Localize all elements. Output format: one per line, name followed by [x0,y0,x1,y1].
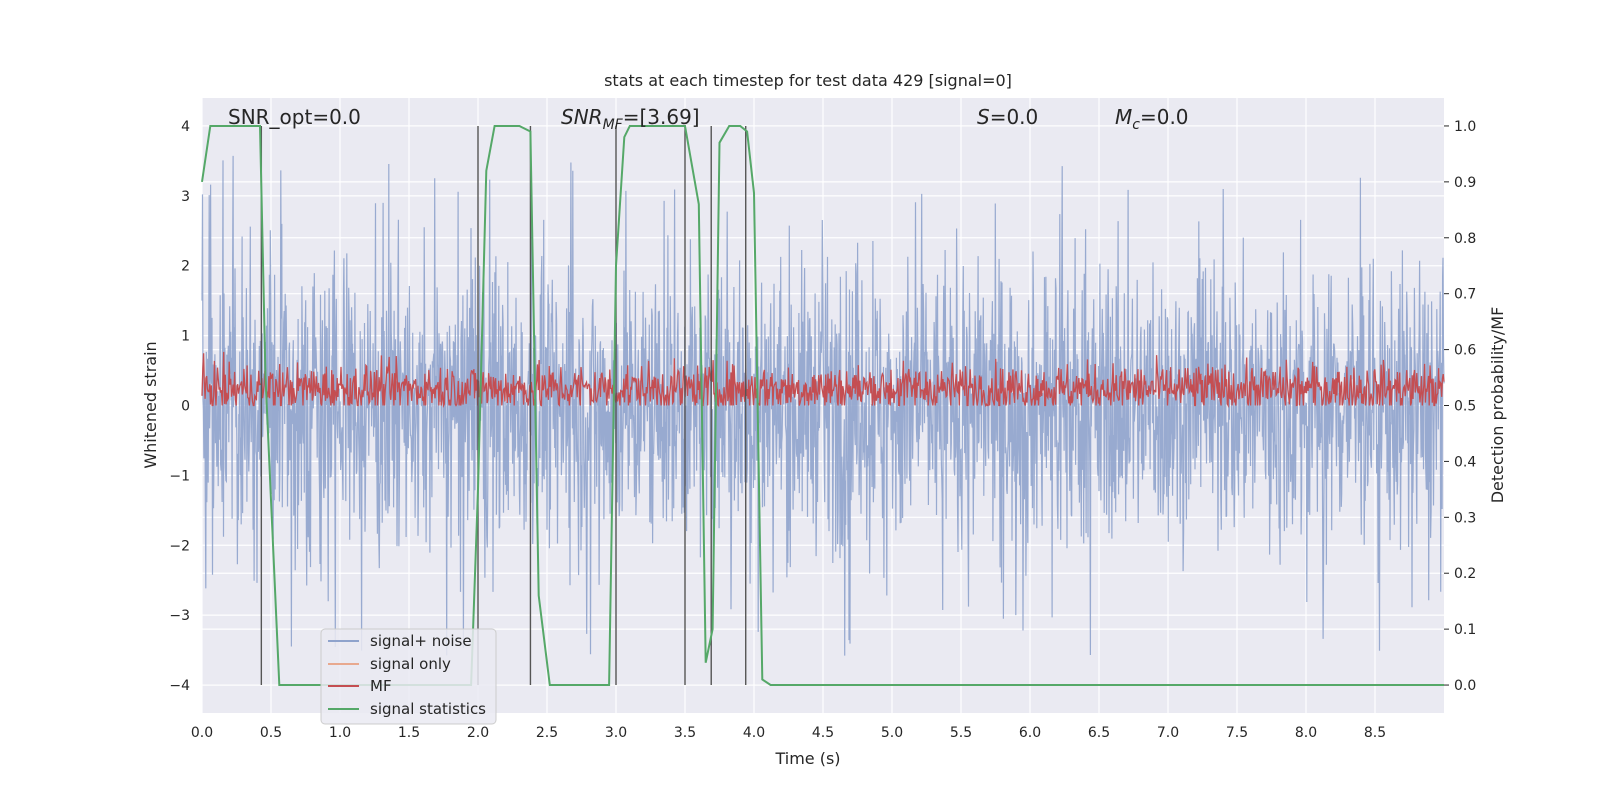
x-tick-label: 7.5 [1226,725,1248,741]
signal-plus-noise-line [201,155,1445,656]
mc-main: M [1115,105,1132,129]
x-tick-label: 4.5 [812,725,834,741]
s-main: S [977,105,990,129]
x-tick-label: 5.0 [881,725,903,741]
y-right-tick-label: 0.3 [1454,510,1476,526]
y-right-tick-label: 0.7 [1454,287,1476,303]
y-tick-label: 2 [181,259,190,275]
snr-mf-main: SNR [561,105,603,129]
y-tick-label: −3 [169,608,190,624]
legend-box [320,628,497,725]
x-tick-label: 5.5 [950,725,972,741]
chart-title: stats at each timestep for test data 429… [604,71,1012,90]
snr-mf-sub: MF [603,117,624,133]
x-tick-label: 0.0 [191,725,213,741]
y-tick-label: 1 [181,329,190,345]
x-tick-label: 2.0 [467,725,489,741]
x-tick-label: 8.0 [1295,725,1317,741]
s-annotation: S=0.0 [977,105,1038,129]
mc-sub: c [1132,117,1140,133]
x-tick-label: 1.0 [329,725,351,741]
s-value: =0.0 [990,105,1039,129]
x-tick-label: 6.5 [1088,725,1110,741]
x-axis-ticks: 0.0 0.5 1.0 1.5 2.0 2.5 3.0 3.5 4.0 4.5 5.0 5.5 6.0 6… [191,725,1386,741]
snr-opt-annotation: SNR_opt=0.0 [228,105,361,129]
legend-label-mf: MF [370,677,392,695]
x-tick-label: 3.0 [605,725,627,741]
y-right-tick-label: 0.9 [1454,175,1476,191]
y-right-tick-label: 0.1 [1454,622,1476,638]
y-right-tick-label: 0.5 [1454,399,1476,415]
y-axis-ticks: −4 −3 −2 −1 0 1 2 3 4 [169,119,190,694]
mc-value: =0.0 [1140,105,1189,129]
x-tick-label: 7.0 [1157,725,1179,741]
legend-label-signal-plus-noise: signal+ noise [370,632,472,650]
y-right-tick-label: 0.8 [1454,231,1476,247]
snr-mf-annotation: SNRMF=[3.69] [561,105,700,133]
y-axis-label: Whitened strain [141,341,160,468]
y-tick-label: −1 [169,468,190,484]
y-tick-label: −4 [169,678,190,694]
y-tick-label: 3 [181,189,190,205]
y-right-tick-label: 0.2 [1454,566,1476,582]
mf-series [201,351,1445,409]
x-tick-label: 8.5 [1364,725,1386,741]
y-right-axis-ticks: 0.0 0.1 0.2 0.3 0.4 0.5 0.6 0.7 0.8 0.9 1.0 [1444,119,1476,694]
y-right-tick-label: 0.0 [1454,678,1476,694]
x-tick-label: 2.5 [536,725,558,741]
y-right-tick-label: 0.6 [1454,343,1476,359]
x-tick-label: 3.5 [674,725,696,741]
x-axis-label: Time (s) [774,749,840,768]
x-tick-label: 6.0 [1019,725,1041,741]
signal-statistics-line [201,125,1444,686]
vertical-markers [260,125,747,686]
x-tick-label: 1.5 [398,725,420,741]
signal-plus-noise-series [201,155,1445,656]
y-tick-label: 0 [181,399,190,415]
signal-statistics-series [201,125,1444,686]
y-right-axis-label: Detection probability/MF [1488,307,1507,504]
mc-annotation: Mc=0.0 [1115,105,1189,133]
legend: signal+ noise signal only MF signal stat… [320,628,497,725]
snr-mf-value: =[3.69] [623,105,700,129]
y-tick-label: 4 [181,119,190,135]
mf-line [201,351,1445,409]
legend-label-signal-only: signal only [370,655,451,673]
y-right-tick-label: 1.0 [1454,119,1476,135]
x-tick-label: 4.0 [743,725,765,741]
legend-label-signal-statistics: signal statistics [370,700,486,718]
x-tick-label: 0.5 [260,725,282,741]
y-tick-label: −2 [169,538,190,554]
y-right-tick-label: 0.4 [1454,454,1476,470]
